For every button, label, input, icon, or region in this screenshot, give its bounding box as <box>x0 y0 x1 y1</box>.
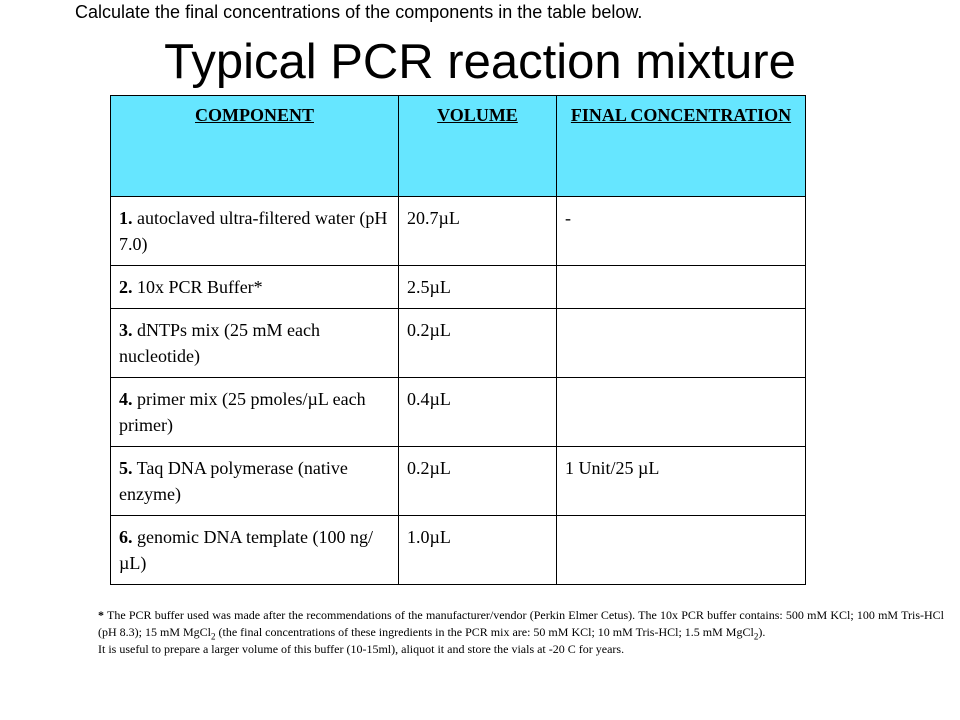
component-cell: 6. genomic DNA template (100 ng/µL) <box>110 515 399 585</box>
footnote-text-part1: The PCR buffer used was made after the r… <box>98 608 944 639</box>
component-cell: 2. 10x PCR Buffer* <box>110 265 399 309</box>
component-text: 10x PCR Buffer* <box>132 277 263 297</box>
final-concentration-cell: - <box>556 196 806 266</box>
volume-cell: 1.0µL <box>398 515 557 585</box>
component-text: Taq DNA polymerase (native enzyme) <box>119 458 348 504</box>
instruction-text: Calculate the final concentrations of th… <box>75 2 643 22</box>
component-text: genomic DNA template (100 ng/µL) <box>119 527 373 573</box>
table-row: 6. genomic DNA template (100 ng/µL) 1.0µ… <box>110 515 806 585</box>
table-row: 5. Taq DNA polymerase (native enzyme) 0.… <box>110 446 806 516</box>
component-cell: 5. Taq DNA polymerase (native enzyme) <box>110 446 399 516</box>
header-component: COMPONENT <box>110 95 399 197</box>
volume-cell: 0.4µL <box>398 377 557 447</box>
header-volume: VOLUME <box>398 95 557 197</box>
footnote-star: * <box>98 608 104 622</box>
footnote-text-part2: (the final concentrations of these ingre… <box>215 625 754 639</box>
row-number: 3. <box>119 320 133 340</box>
row-number: 2. <box>119 277 133 297</box>
footnote-buffer-note: * The PCR buffer used was made after the… <box>98 607 944 641</box>
component-text: autoclaved ultra-filtered water (pH 7.0) <box>119 208 388 254</box>
table-row: 1. autoclaved ultra-filtered water (pH 7… <box>110 196 806 266</box>
final-concentration-cell <box>556 308 806 378</box>
component-cell: 3. dNTPs mix (25 mM each nucleotide) <box>110 308 399 378</box>
table-row: 2. 10x PCR Buffer* 2.5µL <box>110 265 806 309</box>
final-concentration-cell <box>556 515 806 585</box>
footnote-text-part3: ). <box>758 625 766 639</box>
volume-cell: 2.5µL <box>398 265 557 309</box>
table-header-row: COMPONENT VOLUME FINAL CONCENTRATION <box>110 95 806 197</box>
volume-cell: 20.7µL <box>398 196 557 266</box>
row-number: 6. <box>119 527 133 547</box>
header-final-concentration: FINAL CONCENTRATION <box>556 95 806 197</box>
page-title: Typical PCR reaction mixture <box>164 35 796 89</box>
row-number: 5. <box>119 458 133 478</box>
table-row: 4. primer mix (25 pmoles/µL each primer)… <box>110 377 806 447</box>
component-cell: 1. autoclaved ultra-filtered water (pH 7… <box>110 196 399 266</box>
subscript-2: 2 <box>753 631 759 642</box>
row-number: 1. <box>119 208 133 228</box>
row-number: 4. <box>119 389 133 409</box>
component-text: primer mix (25 pmoles/µL each primer) <box>119 389 366 435</box>
final-concentration-cell: 1 Unit/25 µL <box>556 446 806 516</box>
volume-cell: 0.2µL <box>398 446 557 516</box>
pcr-table: COMPONENT VOLUME FINAL CONCENTRATION 1. … <box>110 95 806 585</box>
component-text: dNTPs mix (25 mM each nucleotide) <box>119 320 320 366</box>
footnote: * The PCR buffer used was made after the… <box>98 607 944 658</box>
footnote-storage-note: It is useful to prepare a larger volume … <box>98 642 625 656</box>
final-concentration-cell <box>556 377 806 447</box>
component-cell: 4. primer mix (25 pmoles/µL each primer) <box>110 377 399 447</box>
table-row: 3. dNTPs mix (25 mM each nucleotide) 0.2… <box>110 308 806 378</box>
final-concentration-cell <box>556 265 806 309</box>
volume-cell: 0.2µL <box>398 308 557 378</box>
subscript-2: 2 <box>211 631 216 642</box>
